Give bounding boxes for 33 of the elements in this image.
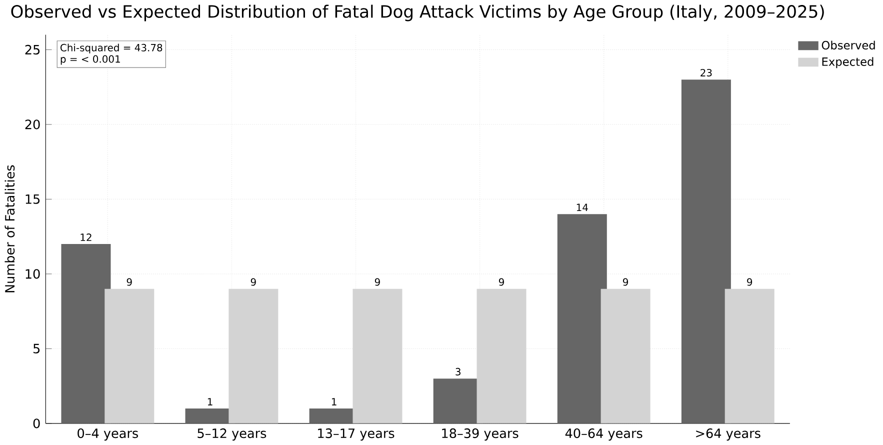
bar: [61, 244, 111, 424]
data-label: 1: [208, 398, 212, 406]
x-tick-label: 5–12 years: [198, 428, 266, 440]
y-tick-label: 0: [33, 418, 40, 428]
y-tick-label: 5: [34, 344, 40, 354]
data-label: 9: [126, 278, 132, 286]
x-tick-label: 40–64 years: [565, 428, 642, 440]
data-label: 12: [80, 233, 92, 241]
chart-title: Observed vs Expected Distribution of Fatal Dog Attack Victims by Age Group (Italy, 2009–2025): [11, 4, 824, 22]
x-tick-label: >64 years: [696, 428, 760, 440]
y-tick-label: 15: [26, 194, 40, 204]
y-axis-title: Number of Fatalities: [4, 165, 15, 292]
data-label: 3: [456, 368, 460, 376]
annotation: p = < 0.001: [60, 55, 120, 65]
data-label: 1: [332, 398, 336, 406]
annotation: Chi-squared = 43.78: [60, 44, 162, 54]
y-tick-label: 10: [26, 268, 40, 279]
data-label: 23: [700, 68, 712, 76]
data-label: 9: [747, 278, 752, 286]
bar: [681, 79, 731, 424]
data-label: 9: [623, 278, 628, 286]
x-tick-label: 13–17 years: [318, 428, 394, 440]
y-tick-label: 20: [25, 119, 40, 130]
data-label: 9: [374, 278, 380, 286]
data-label: 14: [576, 204, 588, 211]
y-tick-label: 25: [25, 44, 40, 54]
x-tick-label: 0–4 years: [78, 428, 138, 440]
data-label: 9: [498, 278, 504, 286]
data-label: 9: [250, 278, 256, 286]
legend-label: Expected: [822, 57, 874, 68]
x-tick-label: 18–39 years: [442, 428, 518, 440]
legend-label: Observed: [822, 40, 875, 50]
bar: [557, 214, 607, 424]
